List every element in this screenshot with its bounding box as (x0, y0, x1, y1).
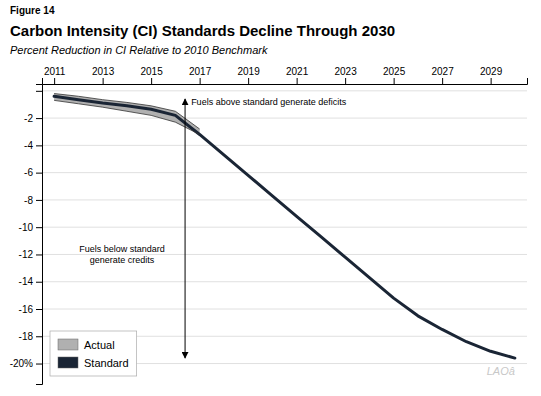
x-tick-label: 2013 (92, 66, 115, 77)
y-tick-mark (36, 227, 42, 228)
y-tick: -2 (24, 113, 42, 124)
x-tick-mark (297, 78, 298, 84)
x-tick-mark (345, 78, 346, 84)
chart-root: Figure 14 Carbon Intensity (CI) Standards… (0, 0, 541, 396)
x-tick-label: 2015 (141, 66, 164, 77)
y-tick-mark (36, 118, 42, 119)
y-tick-label: -2 (24, 113, 33, 124)
x-axis-line (43, 78, 528, 85)
legend-frame (50, 331, 137, 376)
y-tick-label: -10 (19, 222, 34, 233)
y-tick-label: -12 (19, 249, 34, 260)
y-tick: -20% (10, 358, 42, 369)
grid-line (42, 227, 527, 228)
x-tick: 2025 (383, 66, 406, 84)
figure-label: Figure 14 (10, 5, 55, 16)
y-tick-label: -18 (19, 331, 34, 342)
x-tick-label: 2027 (432, 66, 455, 77)
x-tick-mark (200, 78, 201, 84)
grid-line (42, 199, 527, 200)
y-tick-label: -4 (24, 140, 33, 151)
annotation-line: generate credits (90, 255, 155, 265)
y-tick: -14 (19, 276, 42, 287)
y-tick-mark (36, 282, 42, 283)
legend-swatch (58, 339, 78, 350)
x-tick: 2027 (432, 66, 455, 84)
y-tick-label: -20% (10, 358, 33, 369)
y-tick-mark (36, 254, 42, 255)
annotation-line: Fuels below standard (79, 244, 165, 254)
y-tick-mark (36, 364, 42, 365)
y-tick: -8 (24, 195, 42, 206)
y-tick-mark (36, 200, 42, 201)
x-tick: 2013 (92, 66, 115, 84)
grid-line (42, 145, 527, 146)
y-tick-label: -6 (24, 167, 33, 178)
annotations: Fuels above standard generate deficits Fu… (79, 97, 346, 358)
legend: Actual Standard (50, 331, 137, 376)
subtitle: Percent Reduction in CI Relative to 2010… (10, 44, 268, 56)
x-tick-label: 2011 (44, 66, 66, 77)
legend-swatch (58, 357, 78, 368)
x-tick-label: 2029 (480, 66, 503, 77)
y-tick: -12 (19, 249, 42, 260)
y-tick: -10 (19, 222, 42, 233)
annotation: Fuels above standard generate deficits (191, 97, 347, 107)
watermark: LAOâ (487, 365, 515, 377)
x-tick-mark (442, 78, 443, 84)
grid-line (42, 172, 527, 173)
y-tick-mark (36, 309, 42, 310)
x-tick-mark (248, 78, 249, 84)
y-axis-line (36, 85, 43, 385)
x-tick-label: 2023 (335, 66, 358, 77)
x-tick-mark (151, 78, 152, 84)
y-tick (36, 91, 42, 92)
x-tick: 2019 (238, 66, 261, 84)
y-tick-mark (36, 145, 42, 146)
y-tick-mark (36, 173, 42, 174)
x-tick: 2017 (189, 66, 212, 84)
y-tick-label: -16 (19, 304, 34, 315)
y-tick: -16 (19, 304, 42, 315)
title: Carbon Intensity (CI) Standards Decline … (10, 22, 395, 39)
x-tick-label: 2019 (238, 66, 261, 77)
band-edge (54, 100, 200, 134)
x-axis: 2011 2013 2015 2017 2019 2021 2023 2025 2027 2029 (43, 66, 528, 85)
x-tick-mark (394, 78, 395, 84)
legend-label: Actual (84, 339, 115, 351)
plot-marks (54, 94, 515, 359)
annotation: Fuels below standardgenerate credits (79, 244, 165, 265)
x-tick-mark (491, 78, 492, 84)
y-tick-mark (36, 336, 42, 337)
x-tick-mark (103, 78, 104, 84)
grid (42, 91, 527, 364)
x-tick: 2029 (480, 66, 503, 84)
x-tick-label: 2021 (286, 66, 309, 77)
y-tick-label: -14 (19, 276, 34, 287)
y-tick: -4 (24, 140, 42, 151)
y-tick-mark (36, 91, 42, 92)
y-tick: -18 (19, 331, 42, 342)
y-tick-label: -8 (24, 195, 33, 206)
grid-line (42, 309, 527, 310)
grid-line (42, 90, 527, 91)
y-tick: -6 (24, 167, 42, 178)
x-tick: 2021 (286, 66, 309, 84)
grid-line (42, 118, 527, 119)
y-axis: -2 -4 -6 -8 -10 -12 -14 -16 -18 -20% (10, 85, 43, 385)
x-tick-label: 2017 (189, 66, 212, 77)
legend-label: Standard (84, 357, 129, 369)
x-tick: 2011 (44, 66, 66, 84)
x-tick-mark (54, 78, 55, 84)
x-tick-label: 2025 (383, 66, 406, 77)
x-tick: 2015 (141, 66, 164, 84)
double-arrow (185, 99, 186, 358)
grid-line (42, 281, 527, 282)
x-tick: 2023 (335, 66, 358, 84)
series-line (54, 96, 515, 358)
